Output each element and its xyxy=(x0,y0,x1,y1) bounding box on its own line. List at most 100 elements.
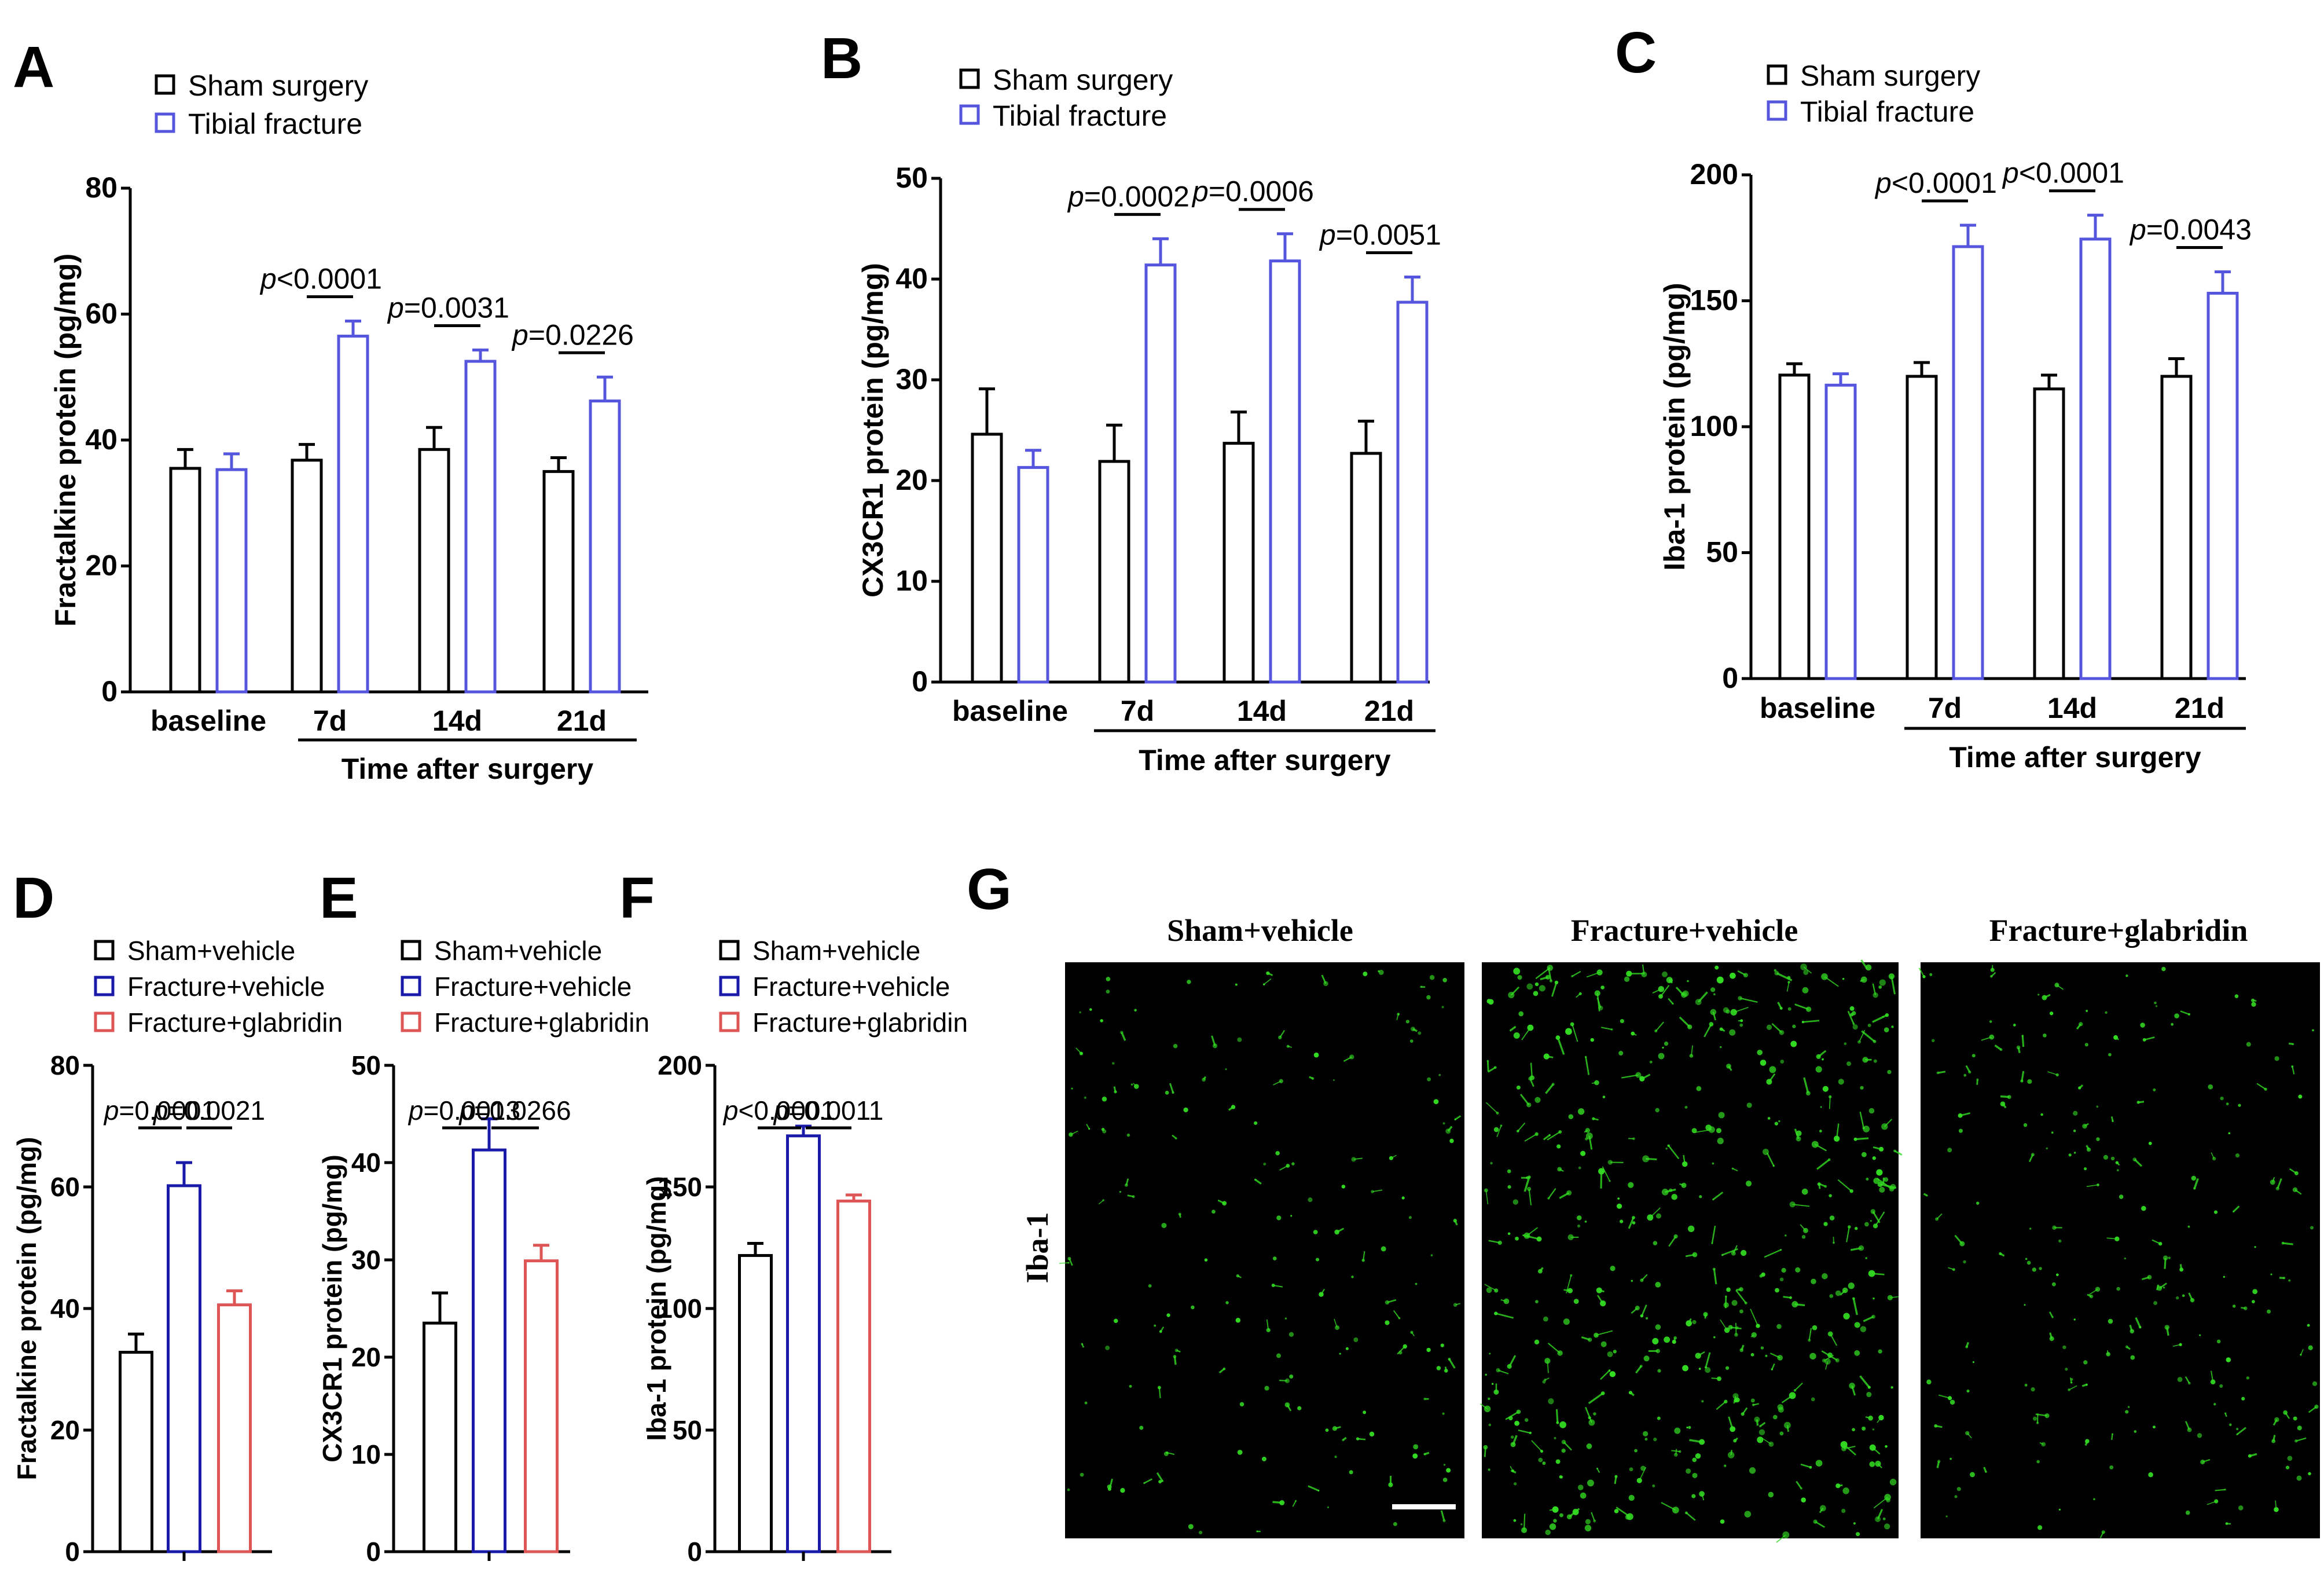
microglia-cell xyxy=(1750,1398,1755,1403)
microglia-process xyxy=(1508,1355,1517,1367)
y-tick-label: 20 xyxy=(895,464,928,496)
microglia-process xyxy=(1668,1236,1677,1247)
microglia-process xyxy=(1424,1452,1430,1456)
microglia-process xyxy=(1585,1406,1593,1423)
micrograph-row-label: Iba-1 xyxy=(1020,1212,1055,1283)
microglia-cell xyxy=(2241,1397,2245,1401)
microglia-process xyxy=(1877,1509,1884,1520)
microglia-process xyxy=(1629,1391,1635,1397)
microglia-process xyxy=(1691,1045,1694,1056)
microglia-cell xyxy=(2308,1345,2313,1351)
microglia-process xyxy=(1769,1353,1780,1358)
micrograph-images xyxy=(1059,959,2320,1543)
microglia-cell xyxy=(2191,1175,2197,1181)
microglia-cell xyxy=(1861,1152,1867,1157)
microglia-cell xyxy=(1947,1148,1952,1153)
microglia-cell xyxy=(2095,1287,2101,1292)
microglia-cell xyxy=(2223,1276,2225,1278)
microglia-cell xyxy=(1718,1112,1725,1119)
microglia-process xyxy=(2215,1489,2226,1491)
microglia-cell xyxy=(1158,1480,1162,1483)
microglia-cell xyxy=(1316,1258,1320,1262)
microglia-cell xyxy=(1945,1515,1948,1518)
microglia-cell xyxy=(1415,1282,1418,1285)
microglia-process xyxy=(1732,1168,1738,1172)
microglia-cell xyxy=(1760,1346,1764,1350)
microglia-process xyxy=(1830,1333,1838,1346)
microglia-cell xyxy=(1803,969,1809,975)
microglia-process xyxy=(1448,1358,1456,1369)
microglia-cell xyxy=(1929,973,1933,976)
microglia-process xyxy=(1850,1247,1862,1251)
microglia-process xyxy=(1794,1382,1803,1391)
microglia-process xyxy=(1098,1200,1104,1205)
microglia-process xyxy=(1632,1033,1637,1036)
microglia-cell xyxy=(1976,1201,1980,1205)
microglia-cell xyxy=(1865,1257,1868,1259)
microglia-cell xyxy=(1600,1341,1607,1347)
microglia-cell xyxy=(2220,1097,2224,1101)
microglia-cell xyxy=(2287,1456,2293,1461)
bar-sham-baseline xyxy=(169,467,201,694)
microglia-process xyxy=(1440,1510,1445,1521)
microglia-cell xyxy=(2039,1267,2042,1270)
microglia-cell xyxy=(2307,1324,2310,1327)
microglia-cell xyxy=(1860,1086,1864,1090)
microglia-cell xyxy=(1879,1146,1884,1152)
microglia-cell xyxy=(1882,1517,1886,1520)
microglia-process xyxy=(2126,1346,2131,1350)
microglia-process xyxy=(1852,1298,1858,1315)
microglia-process xyxy=(1279,1029,1286,1038)
x-tick-label: baseline xyxy=(150,705,266,737)
microglia-process xyxy=(1524,1133,1537,1142)
p-value-label: p<0.0001 xyxy=(1874,167,1997,199)
microglia-cell xyxy=(1671,1193,1677,1200)
microglia-cell xyxy=(1778,1406,1784,1413)
microglia-cell xyxy=(1855,1227,1858,1230)
y-tick-label: 80 xyxy=(50,1050,80,1080)
chart-panel-d: 0 20 40 60 80 Fractalkine protein (pg/mg) Sham… xyxy=(12,936,343,1567)
microglia-process xyxy=(1121,1032,1126,1041)
microglia-cell xyxy=(1972,1361,1974,1364)
microglia-cell xyxy=(2023,1123,2028,1127)
chart-panels: 0 20 40 60 80 Fractalkine protein (pg/mg) Sham… xyxy=(12,60,2252,1567)
microglia-cell xyxy=(1872,1428,1875,1431)
microglia-cell xyxy=(1549,1523,1556,1530)
microglia-cell xyxy=(1688,1425,1691,1430)
scale-bar xyxy=(1392,1504,1456,1509)
microglia-process xyxy=(1936,1213,1943,1220)
microglia-process xyxy=(1144,1478,1152,1484)
microglia-process xyxy=(1860,978,1864,983)
p-value-label: p<0.0001 xyxy=(259,262,382,295)
p-value-label: p=0.0013 xyxy=(407,1095,520,1126)
microglia-cell xyxy=(2246,1376,2249,1380)
p-value-label: p=0.0031 xyxy=(387,291,509,324)
microglia-process xyxy=(2134,1159,2143,1167)
microglia-cell xyxy=(1822,1058,1824,1061)
microglia-process xyxy=(1750,1309,1758,1326)
microglia-cell xyxy=(1442,1412,1445,1415)
microglia-cell xyxy=(1409,1039,1414,1043)
x-tick-label: 14d xyxy=(432,705,482,737)
microglia-process xyxy=(1484,1284,1497,1291)
microglia-cell xyxy=(2031,1387,2035,1392)
microglia-process xyxy=(1937,1071,1946,1074)
microglia-cell xyxy=(1187,980,1191,984)
microglia-cell xyxy=(1263,1163,1266,1165)
microglia-process xyxy=(1597,1295,1604,1304)
microglia-cell xyxy=(2163,1287,2165,1289)
microglia-process xyxy=(2185,1376,2190,1384)
microglia-cell xyxy=(1863,1126,1870,1132)
microglia-cell xyxy=(1725,1009,1730,1014)
microglia-cell xyxy=(1801,1497,1807,1503)
microglia-cell xyxy=(1079,1011,1081,1014)
microglia-process xyxy=(1397,1346,1405,1355)
microglia-cell xyxy=(1628,1494,1635,1501)
microglia-cell xyxy=(1237,1450,1243,1455)
microglia-cell xyxy=(1809,1353,1816,1360)
microglia-process xyxy=(1730,1450,1732,1456)
microglia-process xyxy=(1264,978,1272,985)
microglia-process xyxy=(1840,1289,1846,1296)
legend-label: Fracture+vehicle xyxy=(434,972,632,1002)
microglia-process xyxy=(1991,972,1996,977)
